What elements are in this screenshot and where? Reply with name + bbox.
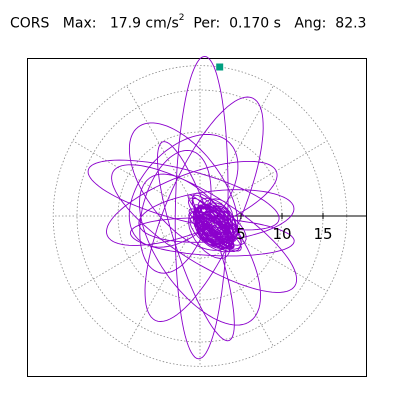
- max-label: Max:: [62, 15, 97, 32]
- max-value: 17.9 cm/s: [109, 15, 179, 32]
- chart-header: CORS Max: 17.9 cm/s2 Per: 0.170 s Ang: 8…: [10, 13, 367, 32]
- plot-frame: [27, 58, 367, 377]
- angle-label: Ang:: [294, 15, 327, 32]
- ring-tick-labels: 5 10 15: [236, 213, 333, 243]
- peak-marker-group: [216, 63, 224, 71]
- period-label: Per:: [193, 15, 221, 32]
- orbit-path: [87, 55, 298, 360]
- station-name: CORS: [10, 15, 50, 32]
- ring-label-10: 10: [272, 225, 291, 243]
- period-value: 0.170 s: [229, 15, 281, 32]
- max-unit-exponent: 2: [178, 13, 185, 23]
- grid-spoke: [126, 85, 201, 217]
- angle-value: 82.3: [335, 15, 367, 32]
- grid-spoke: [126, 215, 201, 347]
- ring-label-5: 5: [236, 225, 246, 243]
- grid-spoke: [72, 215, 201, 292]
- orbit-trace: [87, 55, 298, 360]
- peak-marker: [216, 63, 224, 71]
- ring-label-15: 15: [313, 225, 332, 243]
